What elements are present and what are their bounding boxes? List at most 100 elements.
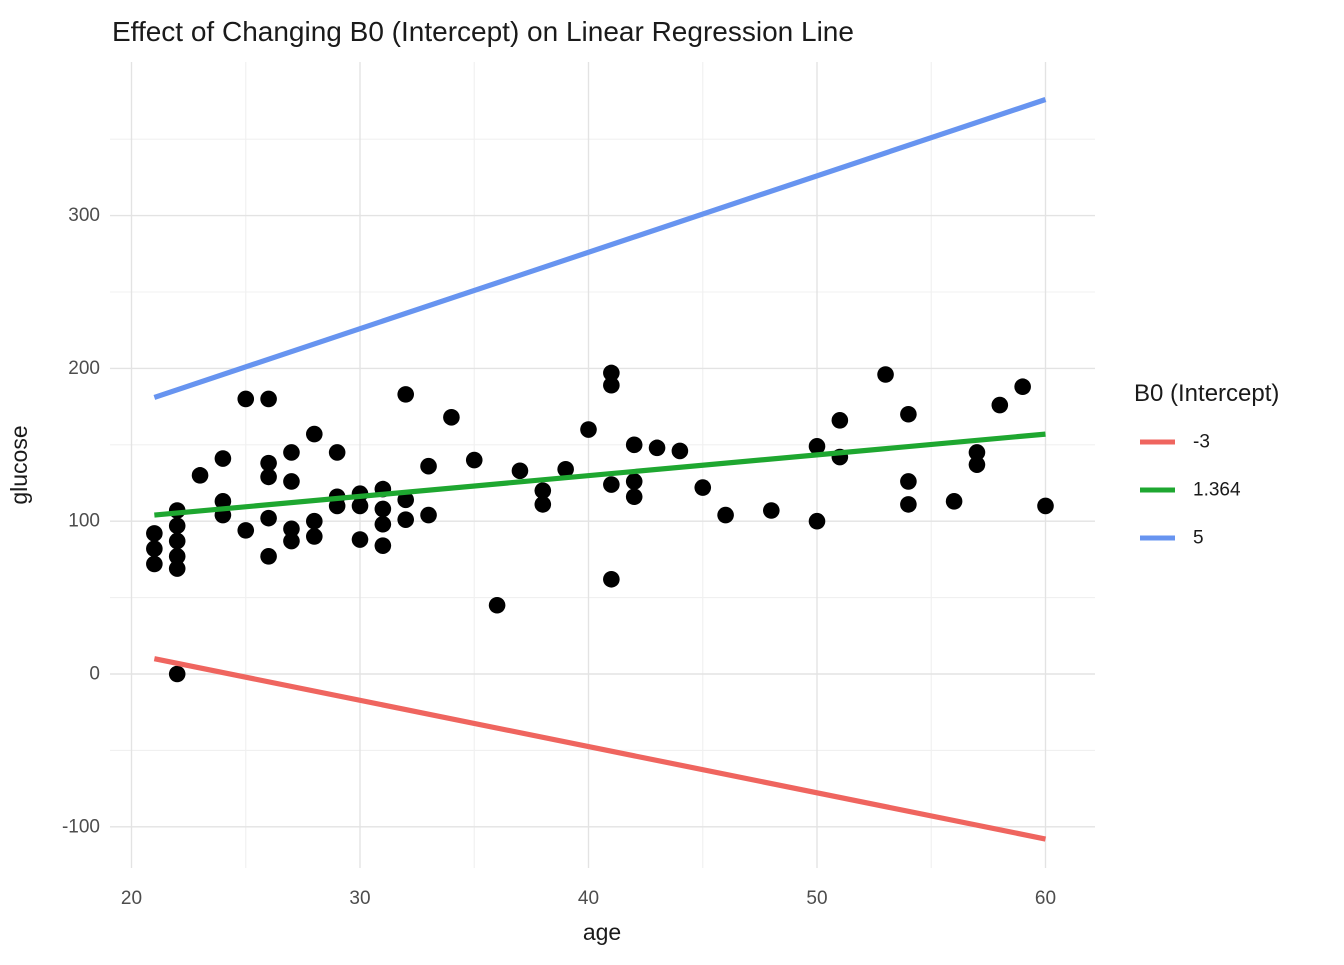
y-axis-tick-labels: -100 0 100 200 300 (62, 205, 100, 837)
data-point (146, 555, 163, 573)
data-point (237, 390, 255, 408)
legend-title: B0 (Intercept) (1134, 380, 1279, 407)
legend-item: -3 (1140, 432, 1210, 453)
data-point (420, 506, 437, 524)
data-point (671, 442, 689, 460)
data-point (397, 511, 415, 528)
data-point (420, 457, 437, 475)
legend-label: 5 (1193, 528, 1204, 549)
data-point (328, 444, 346, 461)
x-tick-label: 40 (578, 888, 599, 909)
x-tick-label: 20 (121, 888, 142, 909)
data-point (306, 528, 323, 545)
data-point (283, 532, 300, 550)
data-point (397, 386, 415, 403)
data-point (351, 497, 369, 515)
x-tick-label: 30 (349, 888, 370, 909)
data-point (580, 421, 597, 438)
y-axis-title: glucose (6, 425, 32, 504)
data-point (306, 512, 323, 530)
y-tick-label: -100 (62, 816, 100, 837)
gridlines-minor (110, 62, 1095, 868)
data-point (306, 425, 323, 443)
data-point (168, 560, 186, 577)
data-point (808, 438, 826, 455)
chart-title: Effect of Changing B0 (Intercept) on Lin… (112, 16, 854, 47)
data-point (557, 460, 574, 478)
data-point (831, 412, 849, 429)
data-point (1037, 497, 1054, 515)
data-point (1014, 378, 1031, 396)
data-point (968, 444, 986, 461)
legend: B0 (Intercept) -3 1.364 5 (1134, 380, 1279, 549)
data-point (260, 468, 277, 486)
data-point (900, 496, 917, 513)
regression-line--3 (153, 656, 1047, 842)
data-point (374, 537, 392, 554)
data-point (603, 364, 620, 382)
data-point (763, 502, 780, 519)
y-tick-label: 200 (68, 358, 100, 379)
data-point (603, 476, 620, 493)
x-tick-label: 60 (1035, 888, 1056, 909)
data-point (146, 525, 163, 542)
regression-line-5 (153, 97, 1047, 400)
data-point (603, 570, 620, 588)
data-point (374, 515, 392, 533)
y-tick-label: 300 (68, 205, 100, 226)
data-point (283, 444, 300, 461)
data-point (168, 548, 186, 565)
data-point (328, 497, 346, 515)
data-point (374, 500, 392, 518)
y-tick-label: 0 (89, 664, 100, 685)
data-point (260, 509, 277, 527)
legend-label: 1.364 (1193, 480, 1241, 501)
data-point (168, 532, 186, 550)
data-point (694, 479, 712, 496)
data-point (260, 454, 277, 472)
legend-item: 5 (1140, 528, 1204, 549)
data-point (603, 376, 620, 394)
data-point (351, 531, 369, 548)
data-point (534, 482, 552, 499)
data-point (648, 439, 666, 457)
data-point (168, 517, 186, 535)
data-point (214, 493, 232, 510)
data-point (146, 540, 163, 558)
data-point (625, 488, 643, 506)
regression-lines (153, 97, 1047, 842)
data-point (945, 493, 963, 510)
legend-label: -3 (1193, 432, 1210, 453)
regression-line-1.364 (154, 431, 1046, 518)
data-point (488, 596, 506, 614)
data-point (397, 491, 415, 509)
data-point (191, 467, 209, 484)
data-point (991, 396, 1009, 414)
data-point (511, 462, 529, 480)
data-point (237, 522, 255, 539)
data-point (717, 506, 734, 524)
x-axis-tick-labels: 20 30 40 50 60 (121, 888, 1056, 909)
data-point (168, 665, 186, 683)
data-point (465, 451, 483, 469)
data-point (900, 473, 917, 490)
data-point (443, 408, 460, 426)
data-point (283, 473, 300, 490)
data-point (534, 496, 552, 513)
data-point (968, 456, 986, 473)
data-point (900, 405, 917, 423)
data-point (808, 512, 826, 530)
scatter-points (146, 364, 1054, 683)
x-tick-label: 50 (806, 888, 827, 909)
data-point (214, 450, 232, 467)
data-point (625, 473, 643, 490)
data-point (877, 366, 894, 383)
x-axis-title: age (583, 919, 621, 945)
legend-item: 1.364 (1140, 480, 1241, 501)
data-point (625, 436, 643, 454)
data-point (283, 520, 300, 538)
data-point (260, 390, 277, 408)
y-tick-label: 100 (68, 511, 100, 532)
